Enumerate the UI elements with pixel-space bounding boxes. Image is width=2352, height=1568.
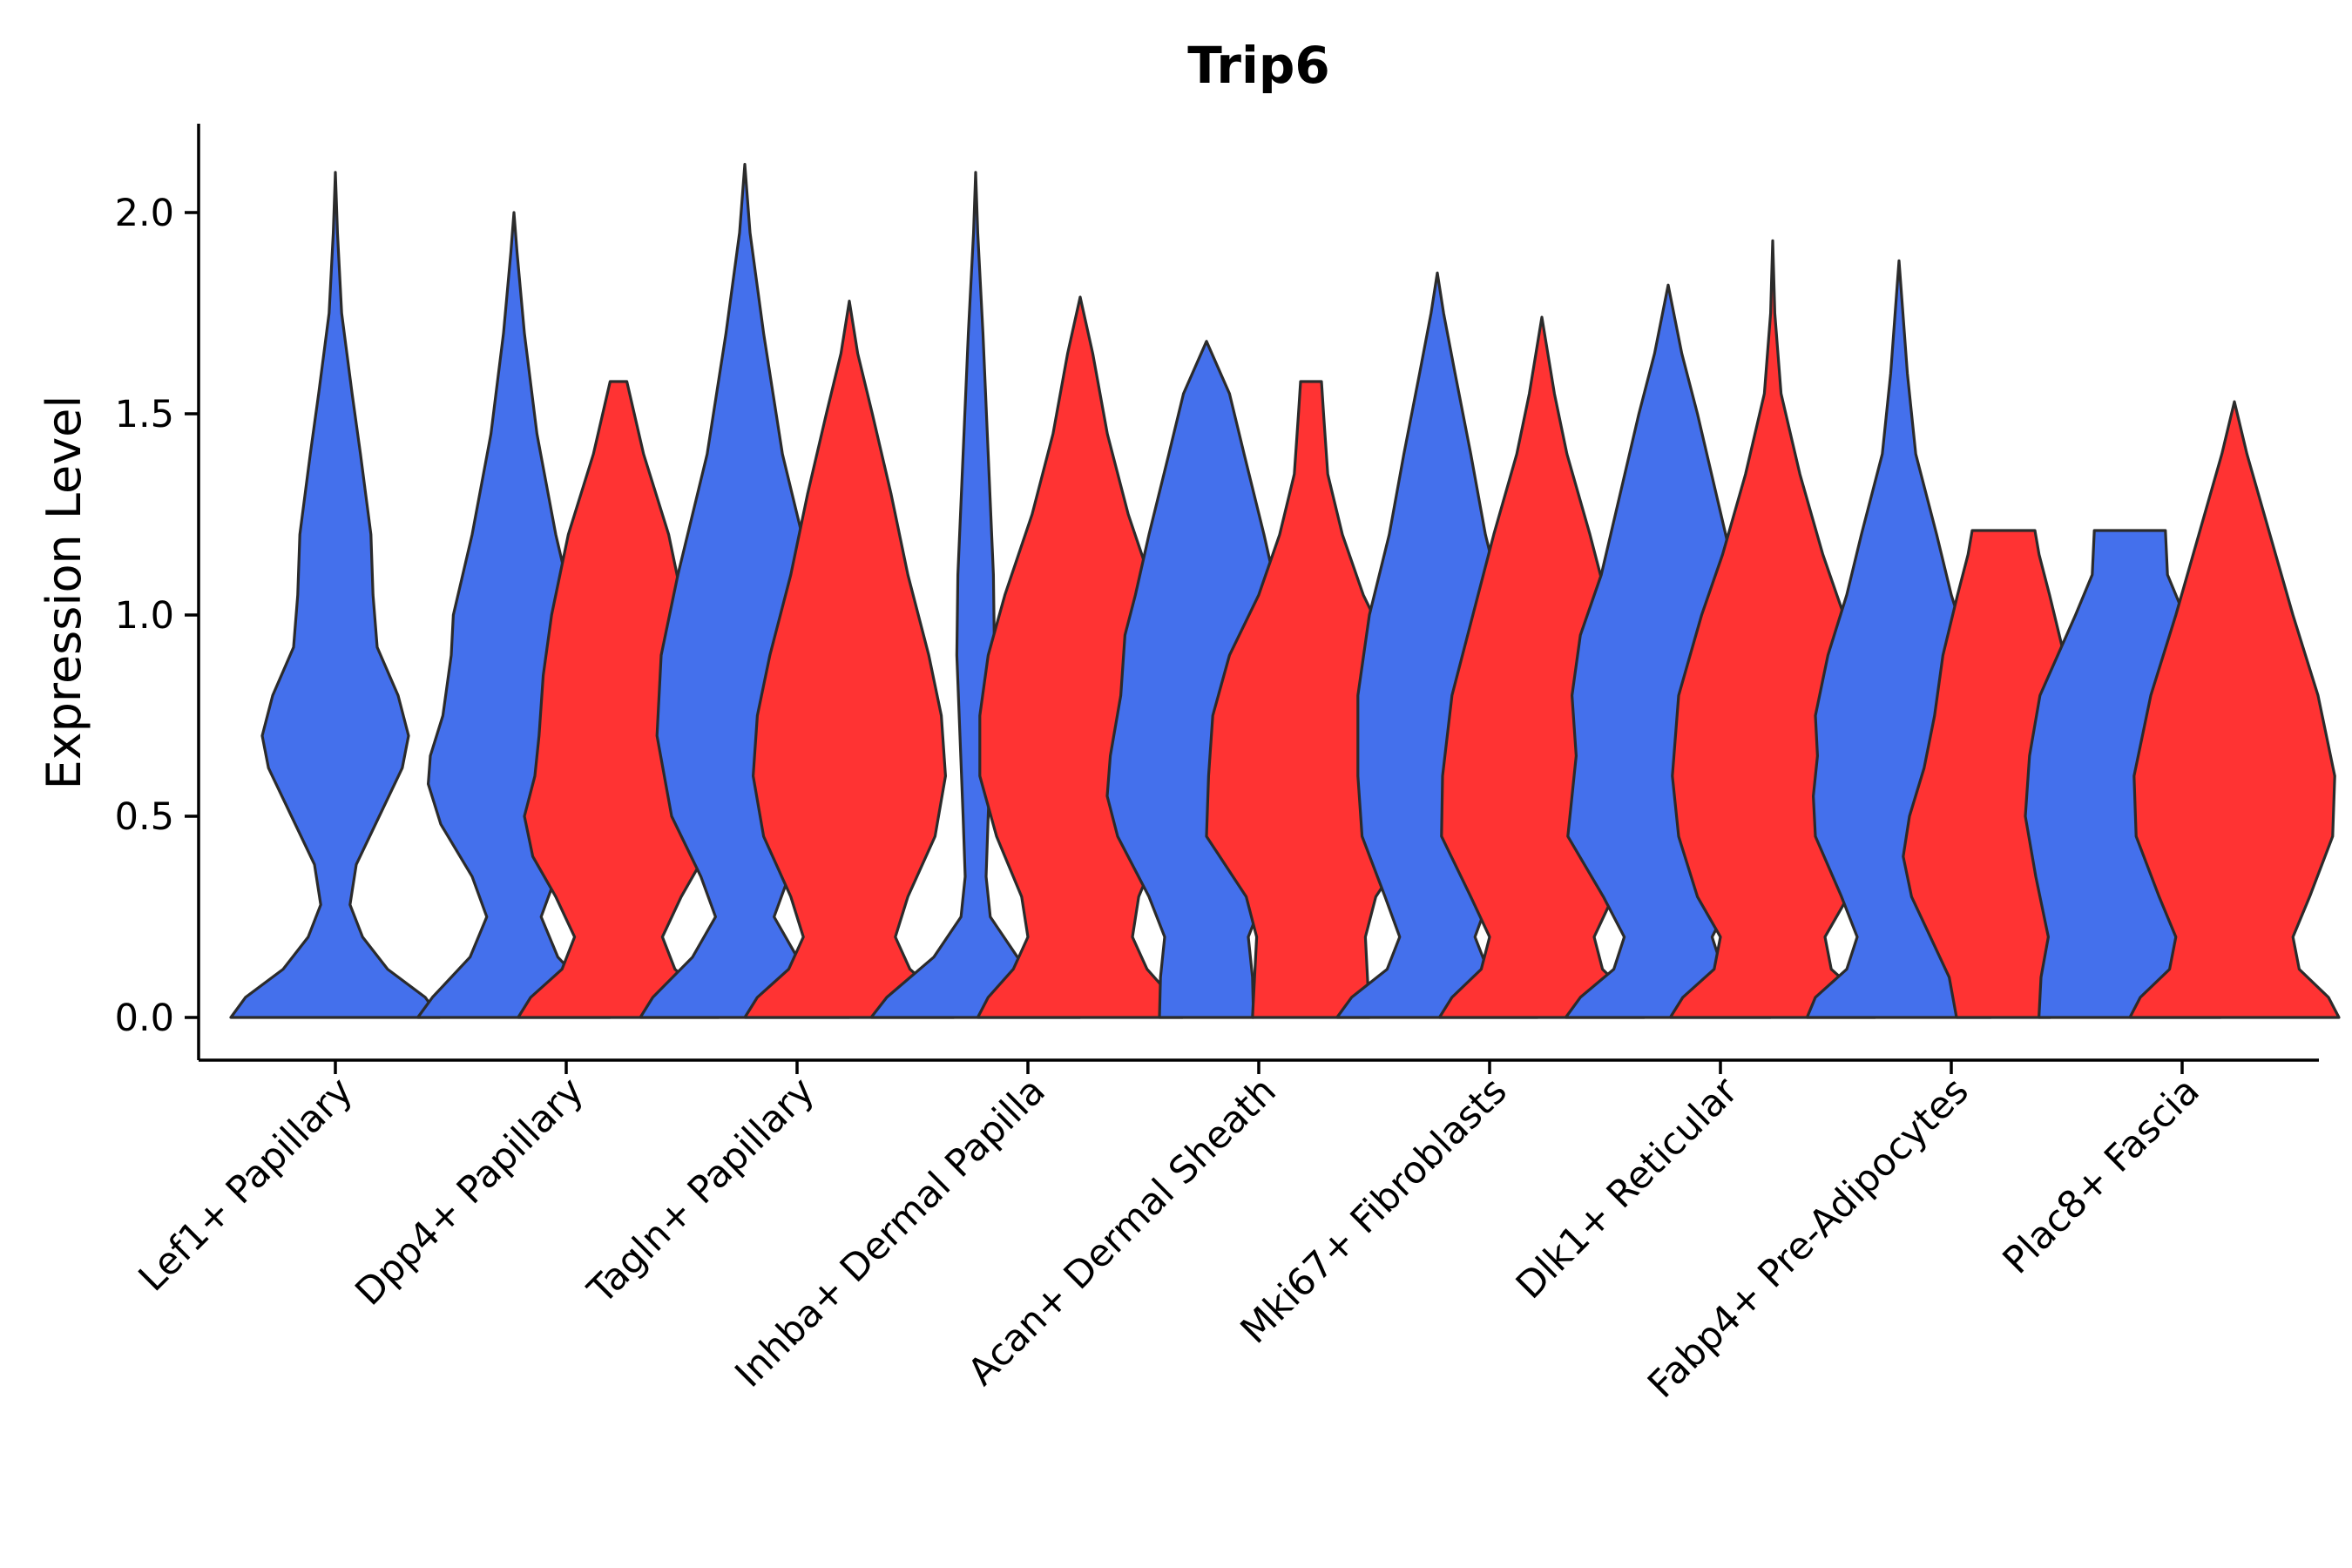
x-tick-label: Dlk1+ Reticular <box>1508 1069 1747 1308</box>
chart-title: Trip6 <box>1187 36 1330 95</box>
x-tick-label: Tagln+ Papillary <box>579 1069 823 1313</box>
violin-red-9 <box>2128 400 2341 1019</box>
x-tick-label: Dpp4+ Papillary <box>348 1069 592 1314</box>
y-tick-label: 1.0 <box>115 594 174 638</box>
y-tick-label: 0.0 <box>115 997 174 1040</box>
violin-plots <box>229 163 2341 1019</box>
y-axis-label: Expression Level <box>37 395 91 790</box>
x-tick-label: Lef1+ Papillary <box>131 1069 362 1300</box>
x-tick-label: Mki67+ Fibroblasts <box>1233 1069 1516 1352</box>
y-tick-label: 2.0 <box>115 192 174 235</box>
violin-red-3 <box>743 300 956 1019</box>
violin-blue-1 <box>229 171 442 1019</box>
x-tick-label: Plac8+ Fascia <box>1995 1069 2208 1282</box>
y-tick-label: 0.5 <box>115 795 174 839</box>
violin-blue-4 <box>869 171 1082 1019</box>
y-tick-label: 1.5 <box>115 393 174 436</box>
